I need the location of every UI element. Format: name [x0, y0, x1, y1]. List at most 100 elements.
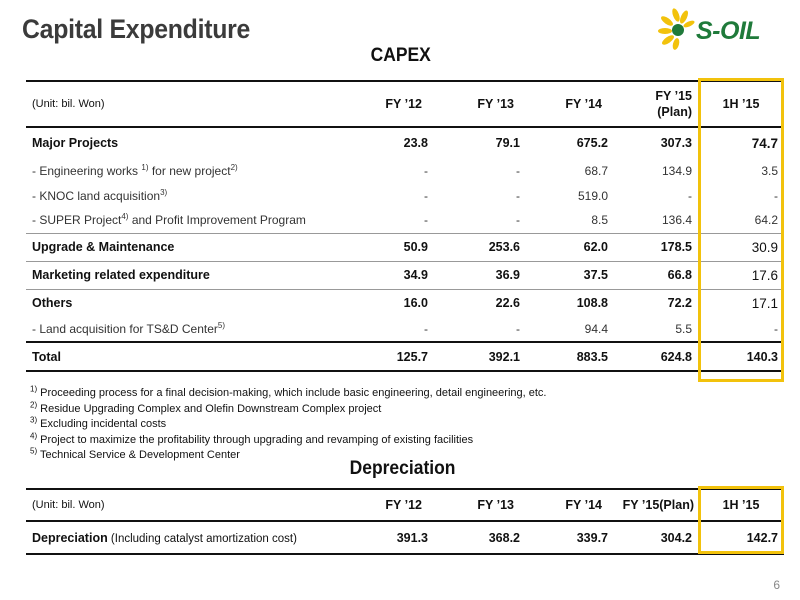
row-label-a: - Land acquisition for TS&D Center	[32, 322, 218, 336]
cell-fy15: 624.8	[660, 349, 692, 364]
footnote-mark: 4)	[30, 430, 38, 440]
footnote-text: Technical Service & Development Center	[37, 449, 240, 461]
cell-fy12: -	[424, 213, 428, 228]
dep-label-note: (Including catalyst amortization cost)	[107, 532, 297, 545]
cell-fy13: -	[516, 163, 520, 178]
capex-col-fy15-plan: (Plan)	[657, 105, 692, 119]
cell-fy12: -	[424, 322, 428, 336]
capex-col-fy15-year: FY ’15	[655, 89, 692, 103]
cell-fy13: -	[516, 322, 520, 336]
cell-1h15: 74.7	[751, 135, 778, 151]
capex-col-1h15: 1H ’15	[722, 97, 760, 111]
cell-fy12: 16.0	[403, 296, 428, 311]
row-label-a: - SUPER Project	[32, 213, 122, 228]
cell-fy14: 519.0	[577, 188, 608, 203]
cell-fy14: 62.0	[583, 240, 608, 254]
footnote-mark: 1)	[141, 162, 149, 172]
depreciation-row: Depreciation (Including catalyst amortiz…	[26, 521, 784, 554]
row-label: Total	[32, 349, 61, 364]
dep-label: Depreciation	[32, 530, 108, 545]
cell-fy15: 66.8	[667, 268, 692, 282]
capex-row-knoc: - KNOC land acquisition3) - - 519.0 - -	[26, 183, 784, 208]
dep-col-fy14: FY ’14	[565, 498, 602, 512]
footnote-mark: 1)	[30, 384, 38, 394]
footnote-mark: 3)	[30, 415, 38, 425]
logo-text: S-OIL	[696, 17, 761, 45]
row-label: Others	[32, 296, 73, 311]
capex-table: (Unit: bil. Won) FY ’12 FY ’13 FY ’14 FY…	[26, 80, 784, 372]
capex-row-major: Major Projects 23.8 79.1 675.2 307.3 74.…	[26, 127, 784, 158]
cell-fy12: 391.3	[396, 530, 428, 545]
cell-fy14: 8.5	[591, 213, 608, 228]
page-number: 6	[773, 578, 780, 592]
cell-1h15: 64.2	[754, 213, 778, 228]
cell-1h15: 17.1	[751, 295, 778, 311]
row-label: Major Projects	[32, 136, 119, 150]
cell-1h15: 142.7	[746, 530, 778, 545]
footnote-5: 5) Technical Service & Development Cente…	[30, 446, 546, 464]
s-oil-logo: S-OIL	[658, 8, 782, 52]
cell-fy15: 304.2	[660, 530, 692, 545]
cell-fy13: 22.6	[495, 296, 520, 311]
dep-col-1h15: 1H ’15	[722, 498, 760, 512]
depreciation-title: Depreciation	[349, 458, 456, 479]
cell-1h15: 17.6	[751, 267, 778, 283]
dep-col-fy13: FY ’13	[477, 498, 514, 512]
footnote-mark: 2)	[30, 399, 38, 409]
footnote-text: Residue Upgrading Complex and Olefin Dow…	[37, 402, 382, 415]
row-label-a: - KNOC land acquisition	[32, 188, 161, 203]
row-label: - SUPER Project4) and Profit Improvement…	[26, 208, 346, 233]
depreciation-unit-label: (Unit: bil. Won)	[32, 499, 105, 511]
row-label-b: and Profit Improvement Program	[128, 213, 306, 228]
cell-fy13: 79.1	[495, 136, 520, 150]
capex-col-fy13: FY ’13	[477, 97, 514, 111]
capex-title: CAPEX	[370, 45, 431, 66]
cell-1h15: 140.3	[746, 349, 778, 364]
row-label: Marketing related expenditure	[32, 268, 210, 282]
cell-fy14: 883.5	[576, 349, 608, 364]
cell-fy12: 34.9	[403, 268, 428, 282]
cell-fy13: 36.9	[495, 268, 520, 282]
cell-fy15: 134.9	[661, 163, 692, 178]
cell-fy14: 68.7	[584, 163, 608, 178]
footnote-mark: 2)	[230, 162, 238, 172]
cell-1h15: 3.5	[761, 163, 778, 178]
capex-row-engineering: - Engineering works 1) for new project2)…	[26, 158, 784, 183]
cell-fy15: 307.3	[660, 136, 692, 150]
cell-fy15: 5.5	[675, 322, 692, 336]
cell-fy13: 392.1	[488, 349, 520, 364]
row-label-a: - Engineering works	[32, 163, 142, 178]
cell-fy14: 108.8	[576, 296, 608, 311]
footnote-4: 4) Project to maximize the profitability…	[30, 430, 546, 449]
footnotes: 1) Proceeding process for a final decisi…	[30, 384, 546, 464]
cell-fy13: 368.2	[488, 530, 520, 545]
cell-fy15: 72.2	[667, 296, 692, 311]
cell-fy12: 23.8	[403, 136, 428, 150]
footnote-2: 2) Residue Upgrading Complex and Olefin …	[30, 399, 546, 418]
row-label: Depreciation (Including catalyst amortiz…	[26, 521, 346, 554]
depreciation-table: (Unit: bil. Won) FY ’12 FY ’13 FY ’14 FY…	[26, 488, 784, 555]
sun-flower-icon	[658, 8, 695, 50]
dep-col-fy12: FY ’12	[385, 498, 422, 512]
depreciation-header-row: (Unit: bil. Won) FY ’12 FY ’13 FY ’14 FY…	[26, 489, 784, 521]
cell-fy14: 675.2	[576, 136, 608, 150]
cell-1h15: 30.9	[751, 239, 778, 255]
capex-row-total: Total 125.7 392.1 883.5 624.8 140.3	[26, 342, 784, 371]
footnote-3: 3) Excluding incidental costs	[30, 415, 546, 433]
dep-col-fy15: FY ’15(Plan)	[622, 498, 694, 512]
footnote-1: 1) Proceeding process for a final decisi…	[30, 384, 546, 402]
capex-col-fy15: FY ’15 (Plan)	[614, 81, 698, 127]
row-label: Upgrade & Maintenance	[32, 240, 175, 254]
cell-fy14: 94.4	[584, 322, 608, 336]
footnote-mark: 5)	[30, 446, 38, 456]
footnote-mark: 3)	[160, 187, 168, 197]
footnote-mark: 5)	[217, 321, 225, 330]
capex-unit-label: (Unit: bil. Won)	[32, 98, 105, 110]
row-label: - Engineering works 1) for new project2)	[26, 158, 346, 183]
capex-row-others: Others 16.0 22.6 108.8 72.2 17.1	[26, 289, 784, 317]
cell-fy12: -	[424, 188, 428, 203]
cell-1h15: -	[774, 188, 778, 203]
cell-fy12: 50.9	[403, 240, 428, 254]
cell-fy15: 136.4	[661, 213, 692, 228]
cell-fy13: -	[516, 213, 520, 228]
